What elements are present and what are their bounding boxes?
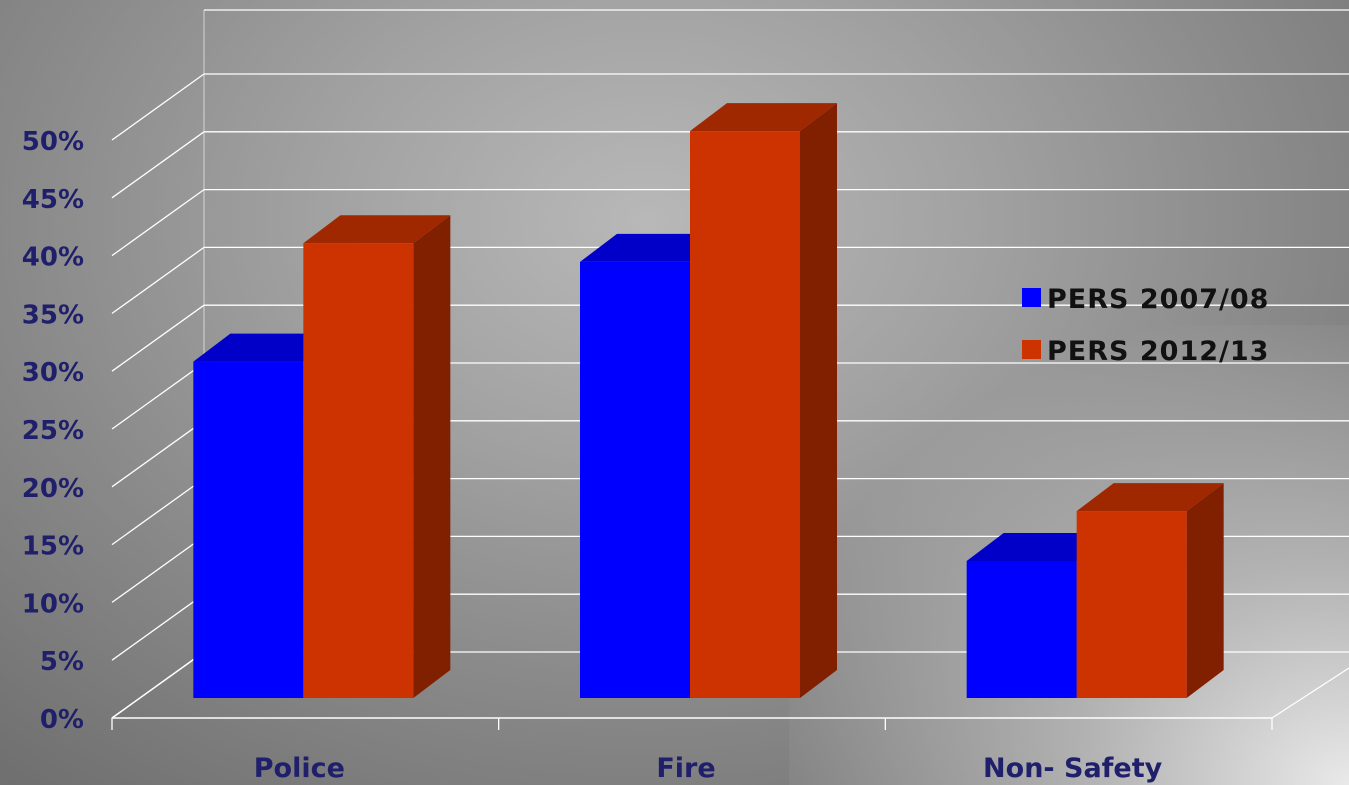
legend-swatch (1022, 340, 1041, 359)
bar-top (1076, 483, 1224, 512)
bar (580, 261, 690, 698)
gridline-side (111, 651, 205, 719)
bar-top (303, 215, 451, 244)
bar (303, 243, 414, 698)
gridline-side (111, 246, 205, 314)
y-tick-label: 25% (22, 416, 84, 446)
bar (690, 131, 800, 698)
gridline-side (111, 73, 205, 141)
bar-top (690, 103, 837, 132)
legend: PERS 2007/08 PERS 2012/13 (1022, 284, 1269, 367)
bars (193, 103, 1224, 698)
gridline-side (111, 593, 205, 661)
x-tick-label: Police (254, 753, 345, 784)
y-tick-label: 0% (40, 705, 84, 735)
gridline-side (111, 304, 205, 372)
bar-side (413, 215, 451, 698)
y-tick-label: 10% (22, 589, 84, 619)
y-tick-label: 20% (22, 474, 84, 504)
floor-side-edge (1271, 667, 1349, 719)
y-tick-label: 35% (22, 300, 84, 330)
y-tick-label: 15% (22, 532, 84, 562)
bar-side (1186, 483, 1224, 698)
gridline-side (111, 478, 205, 546)
legend-label: PERS 2012/13 (1047, 336, 1269, 367)
legend-label: PERS 2007/08 (1047, 284, 1269, 315)
gridline-side (111, 420, 205, 488)
bar (193, 361, 304, 698)
bar (1076, 511, 1187, 698)
y-tick-label: 50% (22, 127, 84, 157)
legend-swatch (1022, 288, 1041, 307)
gridline-side (111, 189, 205, 257)
x-axis: Police Fire Non- Safety (111, 718, 1273, 784)
bar (966, 560, 1077, 698)
gridline-side (111, 362, 205, 430)
y-tick-label: 40% (22, 243, 84, 273)
gridline-side (111, 131, 205, 199)
x-tick-label: Non- Safety (983, 753, 1163, 784)
y-tick-label: 5% (40, 647, 84, 677)
x-tick-label: Fire (656, 753, 715, 784)
y-tick-label: 45% (22, 185, 84, 215)
gridline-side (111, 535, 205, 603)
y-tick-label: 30% (22, 358, 84, 388)
bar-side (800, 103, 837, 698)
y-axis: 0% 5% 10% 15% 20% 25% 30% 35% 40% 45% 50% (22, 127, 84, 735)
